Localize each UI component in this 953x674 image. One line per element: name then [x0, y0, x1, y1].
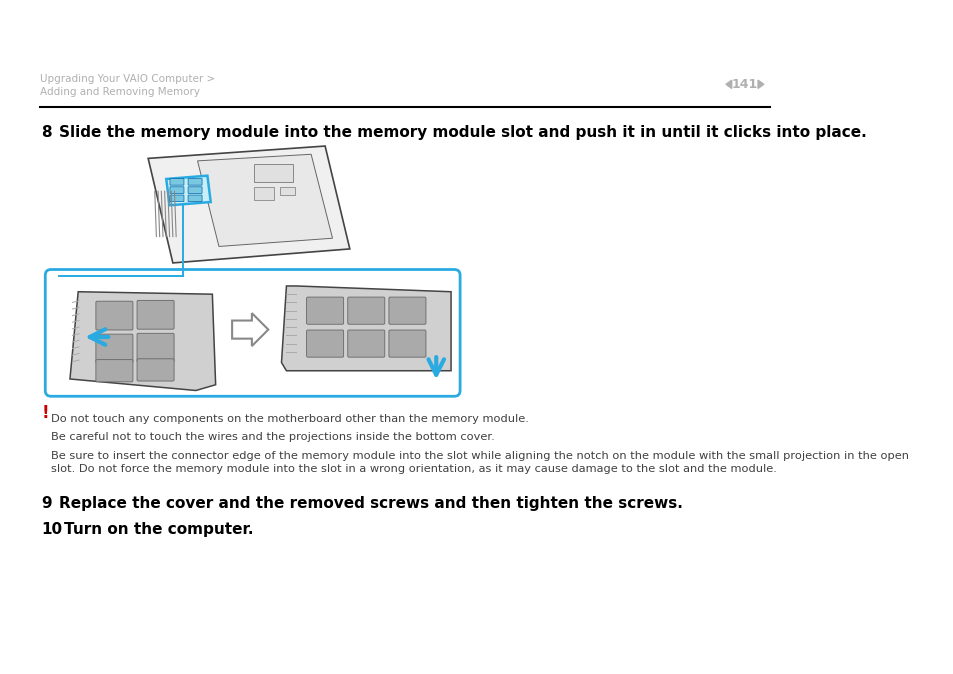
- FancyBboxPatch shape: [348, 297, 384, 324]
- Text: Be sure to insert the connector edge of the memory module into the slot while al: Be sure to insert the connector edge of …: [51, 452, 908, 462]
- FancyBboxPatch shape: [253, 187, 274, 200]
- FancyBboxPatch shape: [188, 187, 202, 193]
- FancyBboxPatch shape: [137, 334, 173, 362]
- Text: Adding and Removing Memory: Adding and Removing Memory: [39, 87, 199, 97]
- FancyBboxPatch shape: [170, 179, 184, 185]
- Text: 9: 9: [41, 496, 51, 511]
- Text: Do not touch any components on the motherboard other than the memory module.: Do not touch any components on the mothe…: [51, 414, 528, 423]
- FancyBboxPatch shape: [188, 195, 202, 202]
- Text: 141: 141: [731, 78, 758, 91]
- Polygon shape: [148, 146, 350, 263]
- Text: Replace the cover and the removed screws and then tighten the screws.: Replace the cover and the removed screws…: [59, 496, 682, 511]
- Polygon shape: [197, 154, 333, 247]
- Polygon shape: [232, 313, 268, 346]
- Text: slot. Do not force the memory module into the slot in a wrong orientation, as it: slot. Do not force the memory module int…: [51, 464, 776, 474]
- FancyBboxPatch shape: [45, 270, 459, 396]
- FancyBboxPatch shape: [170, 195, 184, 202]
- Text: Turn on the computer.: Turn on the computer.: [64, 522, 253, 537]
- Text: Be careful not to touch the wires and the projections inside the bottom cover.: Be careful not to touch the wires and th…: [51, 433, 495, 442]
- Polygon shape: [70, 292, 215, 390]
- Polygon shape: [281, 286, 451, 371]
- FancyBboxPatch shape: [137, 301, 173, 329]
- FancyBboxPatch shape: [306, 330, 343, 357]
- Text: Slide the memory module into the memory module slot and push it in until it clic: Slide the memory module into the memory …: [59, 125, 866, 140]
- FancyBboxPatch shape: [253, 164, 293, 182]
- Text: 8: 8: [41, 125, 51, 140]
- FancyBboxPatch shape: [279, 187, 294, 195]
- Polygon shape: [166, 176, 211, 206]
- FancyBboxPatch shape: [96, 334, 132, 363]
- FancyBboxPatch shape: [348, 330, 384, 357]
- Polygon shape: [758, 80, 763, 88]
- Text: !: !: [41, 404, 49, 422]
- Text: 10: 10: [41, 522, 62, 537]
- FancyBboxPatch shape: [306, 297, 343, 324]
- FancyBboxPatch shape: [389, 297, 425, 324]
- FancyBboxPatch shape: [137, 359, 173, 381]
- FancyBboxPatch shape: [389, 330, 425, 357]
- FancyBboxPatch shape: [96, 301, 132, 330]
- FancyBboxPatch shape: [188, 179, 202, 185]
- Polygon shape: [725, 80, 731, 88]
- FancyBboxPatch shape: [170, 187, 184, 193]
- FancyBboxPatch shape: [96, 360, 132, 382]
- Text: Upgrading Your VAIO Computer >: Upgrading Your VAIO Computer >: [39, 74, 214, 84]
